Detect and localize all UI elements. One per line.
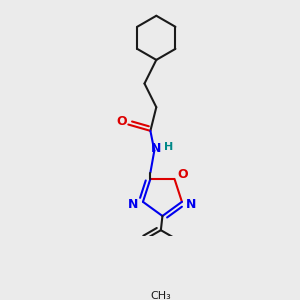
Text: CH₃: CH₃ [151, 291, 171, 300]
Text: O: O [178, 168, 188, 181]
Text: N: N [128, 198, 139, 211]
Text: H: H [164, 142, 173, 152]
Text: N: N [151, 142, 161, 155]
Text: O: O [117, 115, 127, 128]
Text: N: N [186, 198, 197, 211]
